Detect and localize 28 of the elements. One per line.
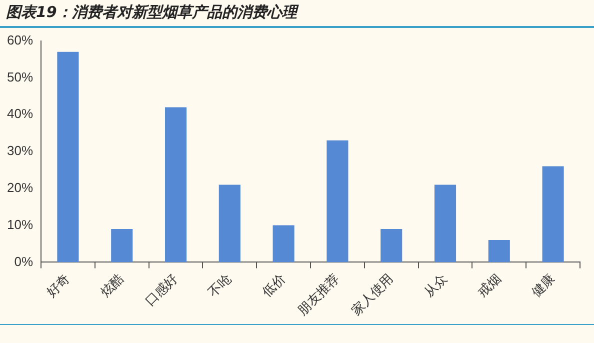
bar	[272, 225, 294, 262]
y-tick-label: 40%	[6, 106, 34, 122]
x-tick-label: 不呛	[206, 271, 235, 300]
x-tick-label: 好奇	[44, 271, 74, 300]
y-tick-label: 60%	[6, 32, 34, 48]
x-tick-label: 炫酷	[98, 271, 128, 300]
y-tick-label: 20%	[6, 180, 34, 195]
bar	[164, 107, 187, 262]
y-tick-label: 10%	[6, 216, 34, 232]
y-tick-label: 0%	[14, 254, 34, 269]
bar	[57, 52, 79, 262]
x-tick-label: 朋友推荐	[295, 271, 343, 319]
y-tick-label: 50%	[6, 69, 34, 84]
bar	[380, 228, 402, 262]
x-tick-label: 戒烟	[475, 271, 504, 300]
bar	[326, 140, 348, 262]
y-tick-label: 30%	[6, 143, 34, 158]
bar	[434, 184, 456, 262]
x-tick-label: 低价	[260, 271, 289, 300]
x-tick-label: 家人使用	[348, 270, 397, 319]
bar	[542, 166, 564, 262]
x-tick-label: 健康	[529, 271, 558, 300]
x-tick-label: 从众	[421, 271, 450, 300]
x-tick-label: 口感好	[142, 271, 181, 310]
bar	[218, 184, 240, 262]
bar	[111, 228, 133, 262]
bar	[488, 240, 510, 262]
chart-title: 图表19：消费者对新型烟草产品的消费心理	[6, 3, 297, 22]
